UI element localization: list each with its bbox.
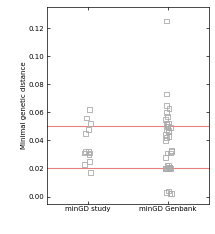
Point bbox=[88, 151, 92, 155]
Point bbox=[167, 134, 171, 138]
Point bbox=[167, 122, 170, 125]
Point bbox=[87, 108, 91, 111]
Point bbox=[167, 164, 170, 168]
Point bbox=[169, 151, 172, 155]
Point bbox=[164, 155, 167, 159]
Point bbox=[164, 133, 167, 137]
Point bbox=[165, 151, 169, 155]
Point bbox=[164, 190, 168, 194]
Point bbox=[166, 167, 170, 170]
Point bbox=[86, 127, 90, 131]
Point bbox=[166, 124, 169, 128]
Point bbox=[165, 110, 169, 114]
Point bbox=[170, 192, 173, 196]
Point bbox=[164, 136, 168, 139]
Point bbox=[169, 148, 173, 152]
Point bbox=[165, 122, 169, 125]
Point bbox=[165, 19, 168, 23]
Point bbox=[164, 92, 168, 96]
Point bbox=[169, 167, 173, 170]
Point bbox=[164, 117, 168, 121]
Point bbox=[85, 116, 89, 120]
Point bbox=[168, 192, 172, 196]
Point bbox=[168, 126, 172, 130]
Point bbox=[83, 162, 86, 166]
Point bbox=[165, 167, 168, 170]
Point bbox=[89, 122, 92, 125]
Point bbox=[169, 150, 173, 154]
Point bbox=[167, 189, 170, 193]
Point bbox=[166, 124, 170, 128]
Point bbox=[89, 171, 92, 175]
Point bbox=[88, 160, 91, 163]
Point bbox=[168, 165, 171, 169]
Point bbox=[87, 153, 91, 156]
Point bbox=[166, 115, 169, 118]
Point bbox=[84, 150, 87, 154]
Point bbox=[164, 167, 167, 170]
Point bbox=[164, 167, 167, 170]
Point bbox=[166, 167, 170, 170]
Point bbox=[165, 164, 169, 168]
Point bbox=[167, 106, 171, 110]
Point bbox=[164, 139, 167, 142]
Point bbox=[83, 151, 86, 155]
Point bbox=[164, 127, 168, 131]
Point bbox=[167, 129, 170, 132]
Point bbox=[167, 130, 170, 134]
Point bbox=[165, 122, 169, 125]
Point bbox=[87, 150, 90, 154]
Point bbox=[167, 165, 171, 169]
Point bbox=[84, 132, 87, 135]
Y-axis label: Minimal genetic distance: Minimal genetic distance bbox=[21, 62, 27, 149]
Point bbox=[164, 103, 168, 107]
